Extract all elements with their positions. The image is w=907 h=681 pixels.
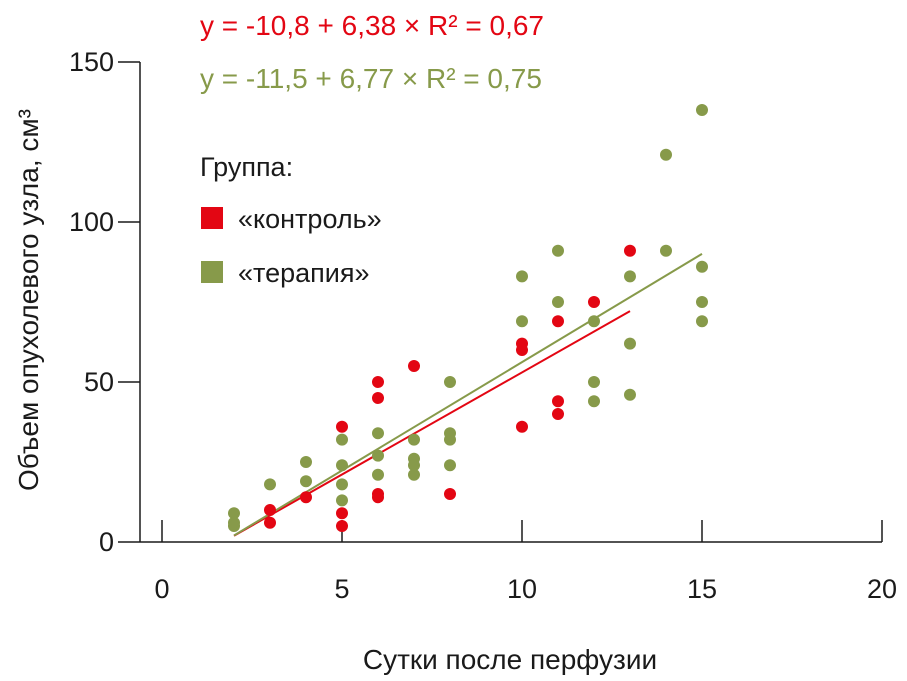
control-regression-equation: y = -10,8 + 6,38 × R² = 0,67 bbox=[200, 10, 544, 41]
control-data-point bbox=[336, 507, 348, 520]
legend-label-control: «контроль» bbox=[238, 204, 382, 234]
therapy-data-point bbox=[696, 260, 708, 273]
therapy-data-point bbox=[300, 475, 312, 488]
control-data-point bbox=[516, 344, 528, 356]
regression-lines bbox=[233, 252, 703, 537]
therapy-data-point bbox=[372, 468, 384, 481]
control-data-point bbox=[372, 491, 384, 504]
x-tick-label: 10 bbox=[507, 574, 537, 604]
therapy-data-point bbox=[408, 468, 420, 481]
therapy-data-point bbox=[552, 244, 564, 257]
therapy-data-point bbox=[696, 315, 708, 328]
therapy-data-point bbox=[444, 459, 456, 472]
control-data-point bbox=[552, 408, 564, 420]
control-data-point bbox=[588, 296, 600, 308]
control-data-point bbox=[372, 376, 384, 388]
control-regression-line bbox=[233, 310, 631, 537]
x-axis-title: Сутки после перфузии bbox=[363, 644, 657, 675]
therapy-data-point bbox=[624, 337, 636, 350]
therapy-data-point bbox=[336, 494, 348, 507]
legend: Группа: «контроль» «терапия» bbox=[200, 152, 382, 288]
y-tick-label: 100 bbox=[69, 207, 114, 237]
therapy-data-point bbox=[552, 296, 564, 308]
therapy-data-point bbox=[228, 507, 240, 520]
x-axis-ticks: 0 5 10 15 20 bbox=[154, 520, 897, 604]
x-tick-label: 15 bbox=[687, 574, 717, 604]
therapy-data-point bbox=[372, 427, 384, 440]
legend-swatch-control bbox=[201, 207, 223, 229]
data-points bbox=[228, 104, 708, 532]
therapy-data-point bbox=[588, 315, 600, 328]
therapy-data-point bbox=[408, 433, 420, 446]
legend-label-therapy: «терапия» bbox=[238, 258, 369, 288]
therapy-data-point bbox=[228, 520, 240, 532]
x-tick-label: 5 bbox=[334, 574, 349, 604]
control-data-point bbox=[264, 516, 276, 529]
therapy-data-point bbox=[624, 270, 636, 283]
therapy-data-point bbox=[624, 388, 636, 401]
therapy-data-point bbox=[696, 104, 708, 116]
y-axis-ticks: 0 50 100 150 bbox=[69, 47, 140, 557]
therapy-data-point bbox=[444, 433, 456, 446]
control-data-point bbox=[552, 315, 564, 328]
legend-swatch-therapy bbox=[201, 261, 223, 283]
x-tick-label: 20 bbox=[867, 574, 897, 604]
control-data-point bbox=[264, 504, 276, 516]
y-tick-label: 150 bbox=[69, 47, 114, 77]
y-axis-title: Объем опухолевого узла, см³ bbox=[13, 109, 44, 491]
y-tick-label: 50 bbox=[84, 367, 114, 397]
therapy-data-point bbox=[336, 478, 348, 491]
therapy-data-point bbox=[336, 433, 348, 446]
therapy-data-point bbox=[696, 296, 708, 308]
therapy-data-point bbox=[444, 376, 456, 388]
therapy-data-point bbox=[660, 244, 672, 257]
therapy-regression-line bbox=[233, 252, 703, 537]
therapy-data-point bbox=[516, 315, 528, 328]
therapy-data-point bbox=[408, 459, 420, 472]
therapy-data-point bbox=[336, 459, 348, 472]
control-data-point bbox=[408, 360, 420, 372]
control-data-point bbox=[336, 520, 348, 532]
therapy-data-point bbox=[264, 478, 276, 491]
therapy-data-point bbox=[300, 456, 312, 468]
control-data-point bbox=[624, 244, 636, 257]
control-data-point bbox=[552, 395, 564, 408]
control-data-point bbox=[444, 488, 456, 500]
control-data-point bbox=[516, 420, 528, 433]
y-tick-label: 0 bbox=[99, 527, 114, 557]
x-tick-label: 0 bbox=[154, 574, 169, 604]
control-data-point bbox=[300, 491, 312, 504]
control-data-point bbox=[372, 392, 384, 404]
therapy-data-point bbox=[372, 449, 384, 462]
therapy-data-point bbox=[588, 395, 600, 408]
control-data-point bbox=[336, 420, 348, 433]
therapy-data-point bbox=[516, 270, 528, 283]
therapy-data-point bbox=[588, 376, 600, 388]
therapy-data-point bbox=[660, 148, 672, 161]
therapy-regression-equation: y = -11,5 + 6,77 × R² = 0,75 bbox=[200, 63, 542, 94]
legend-title: Группа: bbox=[200, 152, 293, 182]
